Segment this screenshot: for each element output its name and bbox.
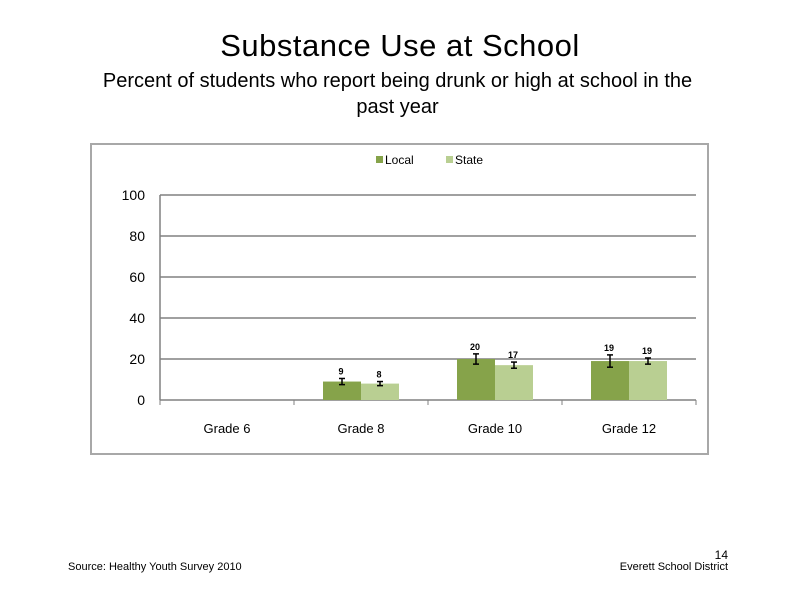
page-number: 14 bbox=[714, 548, 728, 562]
bar-state bbox=[495, 365, 533, 400]
data-label: 19 bbox=[604, 343, 614, 353]
data-label: 20 bbox=[470, 342, 480, 352]
organization-name: Everett School District bbox=[619, 561, 728, 573]
chart-title: Substance Use at School bbox=[220, 28, 580, 63]
source-note: Source: Healthy Youth Survey 2010 bbox=[68, 561, 242, 573]
legend-label-state: State bbox=[455, 153, 483, 167]
legend-swatch-state bbox=[446, 156, 453, 163]
y-tick-label: 60 bbox=[129, 269, 145, 285]
data-label: 17 bbox=[508, 350, 518, 360]
x-tick-label: Grade 8 bbox=[338, 421, 385, 436]
y-tick-label: 0 bbox=[137, 392, 145, 408]
data-label: 9 bbox=[338, 366, 343, 376]
x-tick-label: Grade 6 bbox=[204, 421, 251, 436]
x-tick-label: Grade 10 bbox=[468, 421, 522, 436]
data-label: 19 bbox=[642, 346, 652, 356]
y-tick-label: 20 bbox=[129, 351, 145, 367]
bar-state bbox=[361, 383, 399, 400]
bar-state bbox=[629, 361, 667, 400]
y-tick-label: 80 bbox=[129, 228, 145, 244]
bar-local bbox=[323, 381, 361, 400]
y-tick-label: 40 bbox=[129, 310, 145, 326]
x-tick-label: Grade 12 bbox=[602, 421, 656, 436]
y-tick-label: 100 bbox=[122, 187, 146, 203]
legend-swatch-local bbox=[376, 156, 383, 163]
bar-local bbox=[457, 359, 495, 400]
legend-label-local: Local bbox=[385, 153, 414, 167]
data-label: 8 bbox=[376, 370, 381, 380]
chart-subtitle: Percent of students who report being dru… bbox=[102, 70, 693, 118]
